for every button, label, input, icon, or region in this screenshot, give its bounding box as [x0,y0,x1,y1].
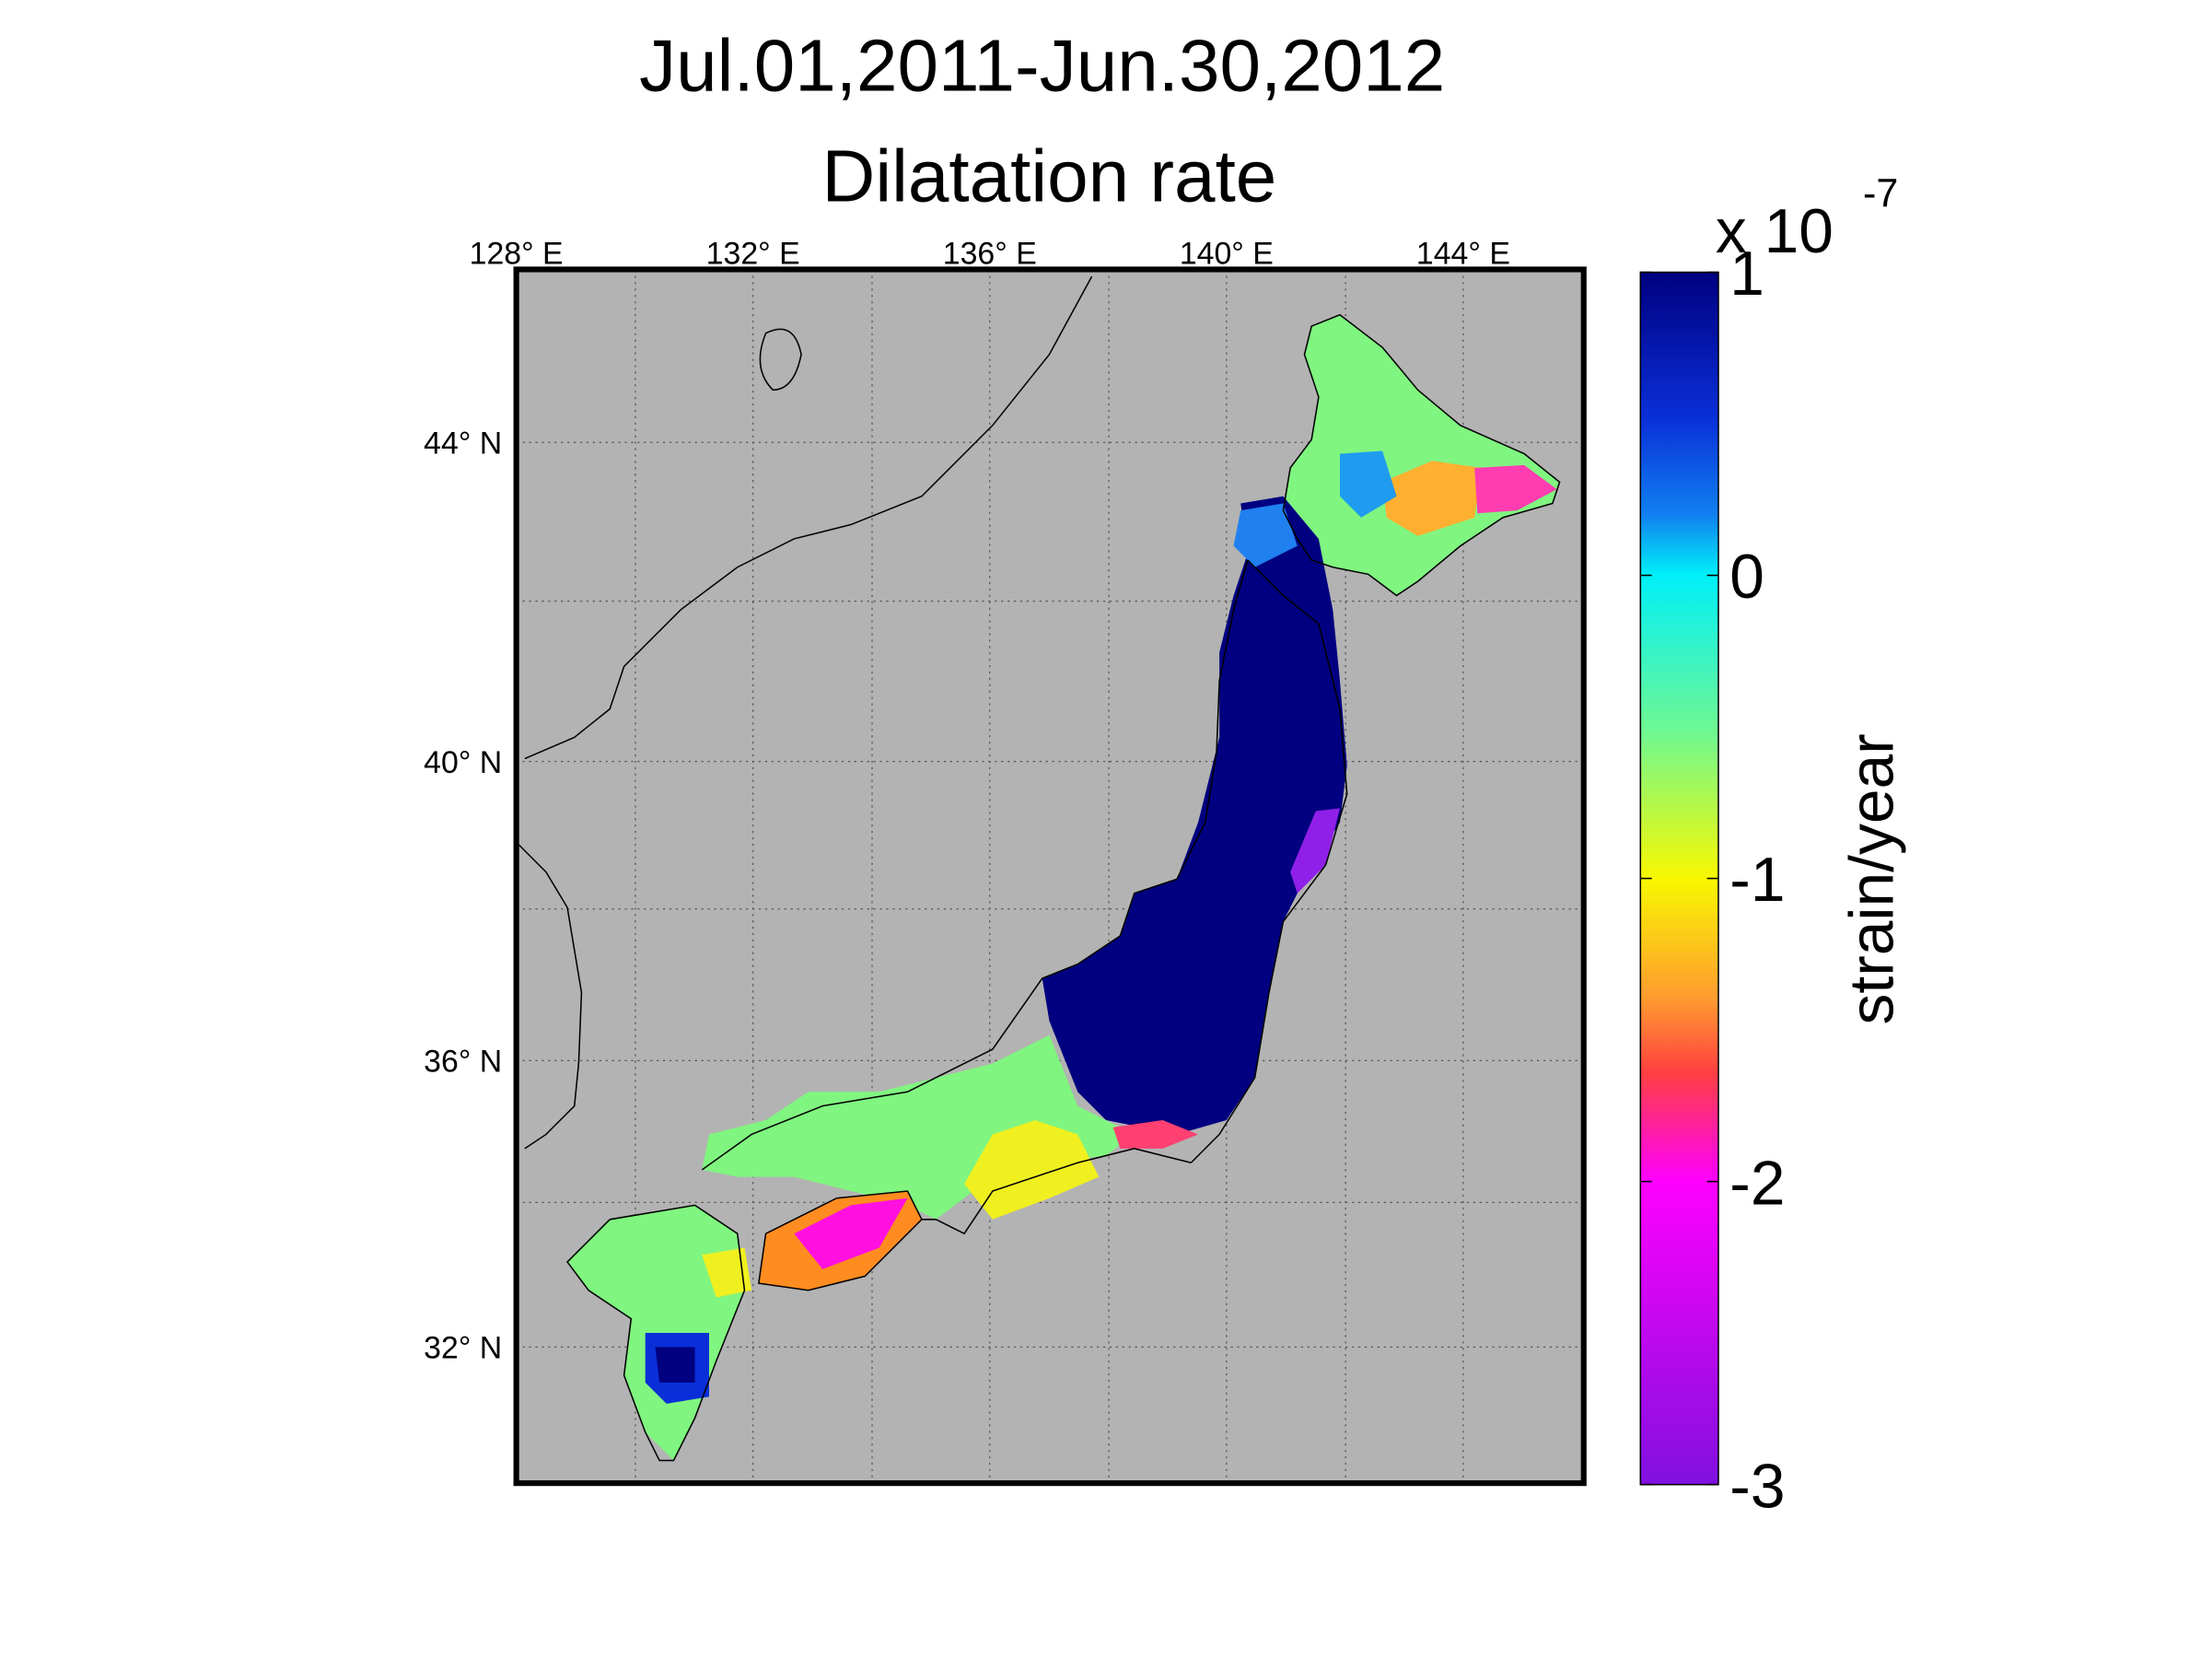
lon-label: 132° E [706,236,800,271]
colorbar-tick-label: -3 [1729,1452,1785,1521]
map-frame [513,266,1587,1487]
map [513,266,1587,1487]
lon-label: 144° E [1416,236,1510,271]
lat-label: 36° N [424,1045,502,1080]
lat-label: 40° N [424,745,502,780]
colorbar-exponent: -7 [1863,172,1898,216]
colorbar-tick-label: -2 [1729,1149,1785,1218]
colorbar-multiplier: x 10 [1716,197,1834,266]
lat-label: 44° N [424,426,502,461]
title: Jul.01,2011-Jun.30,2012 [639,25,1445,107]
dilatation-field [567,314,1560,1461]
colorbar-tick-label: 1 [1729,240,1764,309]
lon-label: 140° E [1180,236,1274,271]
coastline [517,275,1561,1462]
lon-label: 136° E [943,236,1037,271]
lat-label: 32° N [424,1331,502,1366]
longitude-labels: 128° E 132° E 136° E 140° E 144° E [470,236,1510,271]
lon-label: 128° E [470,236,564,271]
colorbar-label: strain/year [1837,733,1906,1024]
colorbar-tick-label: 0 [1729,543,1764,612]
colorbar-gradient [1639,271,1719,1486]
subtitle: Dilatation rate [822,135,1277,217]
latitude-labels: 44° N 40° N 36° N 32° N [424,426,502,1366]
colorbar: x 10 -7 strain/year 1 0 -1 -2 -3 [1639,172,1906,1521]
colorbar-tick-label: -1 [1729,846,1785,915]
